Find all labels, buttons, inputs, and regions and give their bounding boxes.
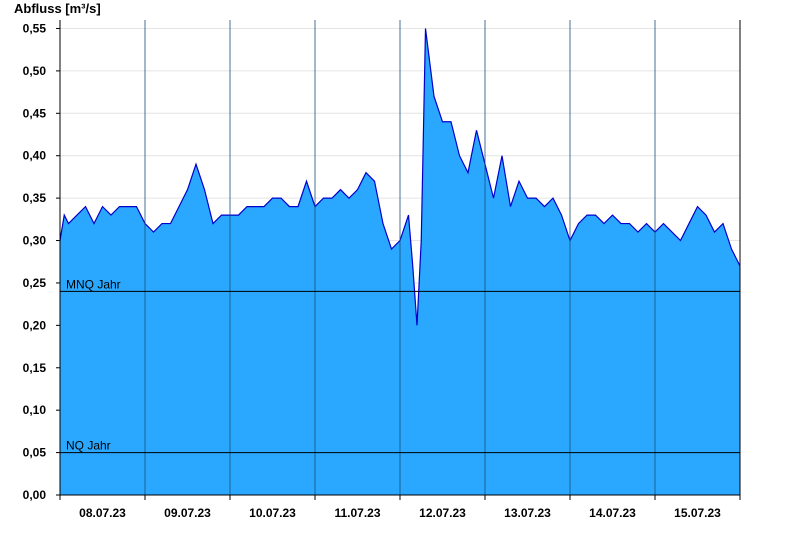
y-axis-title: Abfluss [m³/s] [14,1,101,16]
y-tick-label-3: 0,15 [23,361,47,375]
x-tick-label-0: 08.07.23 [79,506,126,520]
y-tick-label-1: 0,05 [23,446,47,460]
reference-label-1: NQ Jahr [66,439,111,453]
y-tick-label-0: 0,00 [23,488,47,502]
y-tick-label-8: 0,40 [23,149,47,163]
y-tick-label-4: 0,20 [23,318,47,332]
x-tick-label-3: 11.07.23 [334,506,380,520]
x-tick-label-1: 09.07.23 [164,506,211,520]
y-tick-label-6: 0,30 [23,234,47,248]
reference-label-0: MNQ Jahr [66,277,121,291]
x-tick-label-4: 12.07.23 [419,506,466,520]
y-tick-label-11: 0,55 [23,21,47,35]
series-line [59,28,741,326]
axes: 0,00 0,05 0,10 0,15 0,20 0,25 0,30 0,35 0,40 0,45… [23,20,741,520]
reference-lines: MNQ Jahr NQ Jahr [60,277,740,454]
y-tick-label-10: 0,50 [23,64,47,78]
area-layer [59,20,741,495]
x-tick-label-2: 10.07.23 [249,506,296,520]
x-tick-label-5: 13.07.23 [504,506,551,520]
y-tick-label-5: 0,25 [23,276,47,290]
y-tick-label-7: 0,35 [23,191,47,205]
y-tick-label-9: 0,45 [23,106,47,120]
y-tick-label-2: 0,10 [23,403,47,417]
x-tick-label-7: 15.07.23 [674,506,721,520]
x-tick-label-6: 14.07.23 [589,506,636,520]
